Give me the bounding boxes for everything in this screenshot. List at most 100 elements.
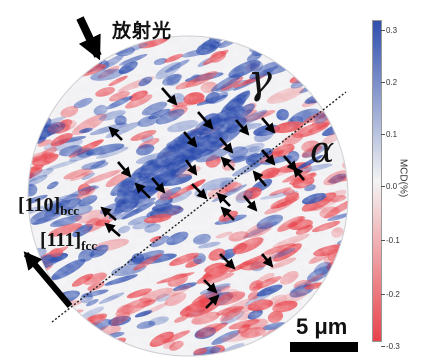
- blue-domain: [28, 75, 40, 87]
- red-domain: [28, 303, 53, 318]
- red-domain: [36, 69, 74, 83]
- blue-domain: [66, 343, 80, 350]
- magnetization-arrow: [252, 170, 267, 187]
- colorbar-tick: 0.1: [380, 130, 398, 139]
- red-domain: [344, 85, 348, 97]
- radiation-label: 放射光: [112, 21, 173, 42]
- magnetization-arrow: [261, 149, 276, 166]
- blue-domain: [330, 105, 344, 116]
- blue-domain: [285, 56, 306, 68]
- red-domain: [28, 329, 62, 348]
- fcc-direction-label: [111]fcc: [40, 229, 97, 253]
- red-domain: [332, 110, 348, 121]
- magnetization-arrow: [104, 222, 121, 237]
- colorbar-tick: 0.0: [380, 182, 398, 191]
- colorbar-tick: -0.2: [381, 290, 400, 299]
- blue-domain: [28, 332, 52, 346]
- blue-domain: [28, 346, 48, 356]
- blue-domain: [292, 39, 306, 52]
- red-domain: [29, 95, 43, 105]
- magnetization-arrow: [261, 253, 274, 268]
- magnetization-arrow: [220, 156, 235, 171]
- blue-domain: [28, 49, 51, 60]
- magnetization-arrow: [219, 137, 234, 154]
- blue-domain: [339, 53, 348, 65]
- magnetization-arrow: [100, 206, 117, 221]
- blue-domain: [293, 36, 330, 48]
- blue-domain: [28, 83, 48, 93]
- radiation-arrow: [76, 16, 102, 61]
- blue-domain: [318, 67, 337, 79]
- magnetization-arrow: [183, 131, 198, 148]
- scale-bar: [290, 342, 358, 352]
- red-domain: [28, 71, 56, 90]
- blue-domain: [30, 91, 46, 104]
- blue-domain: [314, 89, 344, 101]
- microscope-field: [28, 36, 348, 356]
- gamma-phase-label: γ: [248, 57, 272, 103]
- blue-domain: [340, 94, 348, 110]
- direction-arrow: [23, 251, 73, 308]
- magnetization-arrow: [219, 253, 236, 270]
- scale-label: 5 μm: [296, 314, 348, 339]
- red-domain: [325, 36, 348, 50]
- colorbar-tick: -0.3: [381, 342, 400, 351]
- magnetization-arrow: [151, 177, 166, 194]
- red-domain: [28, 345, 37, 353]
- red-domain: [317, 36, 348, 48]
- alpha-phase-label: α: [310, 130, 335, 171]
- bcc-direction-label: [110]bcc: [18, 194, 79, 218]
- red-domain: [64, 344, 97, 356]
- magnetization-arrow: [216, 192, 231, 207]
- magnetization-arrow: [184, 159, 198, 176]
- blue-domain: [28, 308, 43, 322]
- colorbar-tick: 0.3: [380, 26, 398, 35]
- red-domain: [308, 62, 344, 79]
- red-domain: [62, 343, 100, 356]
- magnetization-arrow: [261, 117, 276, 134]
- magnetization-arrow: [205, 294, 220, 309]
- red-domain: [31, 326, 53, 335]
- blue-domain: [221, 36, 251, 40]
- spin-arrows: [100, 87, 305, 309]
- magnetization-arrow: [191, 183, 208, 200]
- red-domain: [331, 101, 346, 108]
- magnetization-arrow: [220, 206, 235, 221]
- magnetization-arrow: [117, 161, 132, 178]
- red-domain: [28, 317, 53, 330]
- magnetization-arrow: [161, 87, 178, 106]
- red-domain: [333, 78, 348, 85]
- blue-domain: [28, 294, 60, 308]
- red-domain: [336, 100, 348, 108]
- magnetization-arrow: [197, 111, 214, 130]
- blue-domain: [343, 78, 348, 87]
- magnetization-arrow: [108, 126, 123, 141]
- red-domain: [50, 47, 81, 60]
- red-domain: [328, 61, 348, 74]
- red-domain: [28, 276, 44, 288]
- red-domain: [42, 329, 67, 342]
- red-domain: [309, 56, 343, 69]
- blue-domain: [343, 296, 348, 310]
- red-domain: [319, 41, 348, 59]
- blue-domain: [286, 44, 321, 56]
- colorbar-tick: -0.1: [381, 236, 400, 245]
- red-domain: [331, 36, 348, 42]
- red-domain: [28, 106, 33, 115]
- magnetization-arrow: [203, 279, 218, 294]
- blue-domain: [28, 98, 55, 114]
- red-domain: [55, 347, 68, 356]
- blue-domain: [42, 327, 71, 341]
- colorbar-tick: 0.2: [380, 78, 398, 87]
- magnetization-arrow: [235, 119, 250, 136]
- magnetization-arrow: [292, 166, 305, 181]
- blue-domain: [28, 81, 65, 97]
- red-domain: [345, 253, 348, 264]
- blue-domain: [329, 284, 348, 296]
- magnetization-arrow: [243, 195, 258, 212]
- colorbar: [372, 20, 382, 342]
- blue-domain: [336, 250, 348, 267]
- magnetization-arrow: [134, 182, 151, 199]
- blue-domain: [84, 329, 98, 341]
